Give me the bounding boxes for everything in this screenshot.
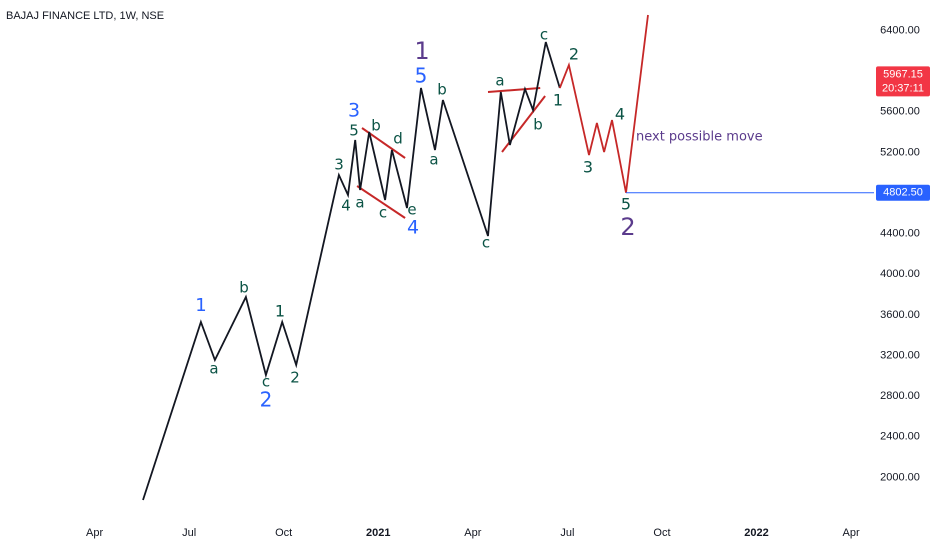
wave-label: 4 <box>341 197 351 215</box>
y-tick-label: 2000.00 <box>880 471 920 483</box>
x-tick-label: Apr <box>464 527 481 539</box>
wave-label: 5 <box>621 195 631 214</box>
y-tick-label: 3600.00 <box>880 309 920 321</box>
wave-label: 4 <box>407 217 419 239</box>
wave-label: 1 <box>195 295 206 316</box>
x-tick-label: Apr <box>843 527 860 539</box>
wave-label: c <box>262 373 270 391</box>
wave-label: 1 <box>275 302 285 321</box>
wave-label: b <box>239 279 249 297</box>
wave-label: 5 <box>415 64 428 88</box>
wave-label: 4 <box>615 105 625 124</box>
y-tick-label: 5200.00 <box>880 146 920 158</box>
chart-title: BAJAJ FINANCE LTD, 1W, NSE <box>6 10 164 22</box>
wave-label: a <box>429 151 438 169</box>
wave-label: a <box>209 360 218 378</box>
y-tick-label: 5600.00 <box>880 106 920 118</box>
wave-label: 2 <box>620 213 635 241</box>
trendline <box>356 185 406 219</box>
y-tick-label: 4000.00 <box>880 268 920 280</box>
wave-label: 2 <box>260 388 273 412</box>
price-line <box>558 14 649 193</box>
wave-label: a <box>495 72 504 90</box>
y-tick-label: 4400.00 <box>880 228 920 240</box>
price-label: 4802.50 <box>883 187 923 199</box>
wave-label: b <box>371 117 381 135</box>
price-label-box <box>876 66 930 97</box>
y-tick-label: 2800.00 <box>880 390 920 402</box>
x-tick-label: Jul <box>182 527 196 539</box>
price-label: 5967.15 <box>883 68 923 80</box>
y-tick-label: 6400.00 <box>880 24 920 36</box>
x-tick-label: Oct <box>275 527 292 539</box>
wave-label: c <box>379 204 387 222</box>
x-tick-label: 2021 <box>366 527 390 539</box>
wave-label: c <box>540 26 548 44</box>
wave-label: 3 <box>583 158 593 177</box>
wave-label: d <box>393 130 403 148</box>
wave-label: 1 <box>414 37 429 65</box>
x-tick-label: 2022 <box>744 527 768 539</box>
wave-label: 2 <box>290 369 300 387</box>
countdown: 20:37:11 <box>882 82 924 94</box>
wave-label: 5 <box>349 122 359 140</box>
wave-label: 3 <box>334 156 344 174</box>
wave-label: e <box>407 201 416 219</box>
wave-label: next possible move <box>636 130 763 145</box>
price-line <box>142 41 561 501</box>
wave-label: 1 <box>553 91 563 110</box>
wave-label: a <box>355 194 364 212</box>
x-tick-label: Apr <box>86 527 103 539</box>
wave-label: b <box>437 81 447 99</box>
wave-label: c <box>482 234 490 252</box>
x-tick-label: Jul <box>560 527 574 539</box>
wave-label: 3 <box>348 100 360 122</box>
wave-label: 2 <box>569 45 579 64</box>
trendline <box>487 87 541 93</box>
price-label-box <box>876 184 930 201</box>
wave-label: b <box>533 116 543 134</box>
y-tick-label: 3200.00 <box>880 349 920 361</box>
y-tick-label: 2400.00 <box>880 431 920 443</box>
x-tick-label: Oct <box>653 527 670 539</box>
